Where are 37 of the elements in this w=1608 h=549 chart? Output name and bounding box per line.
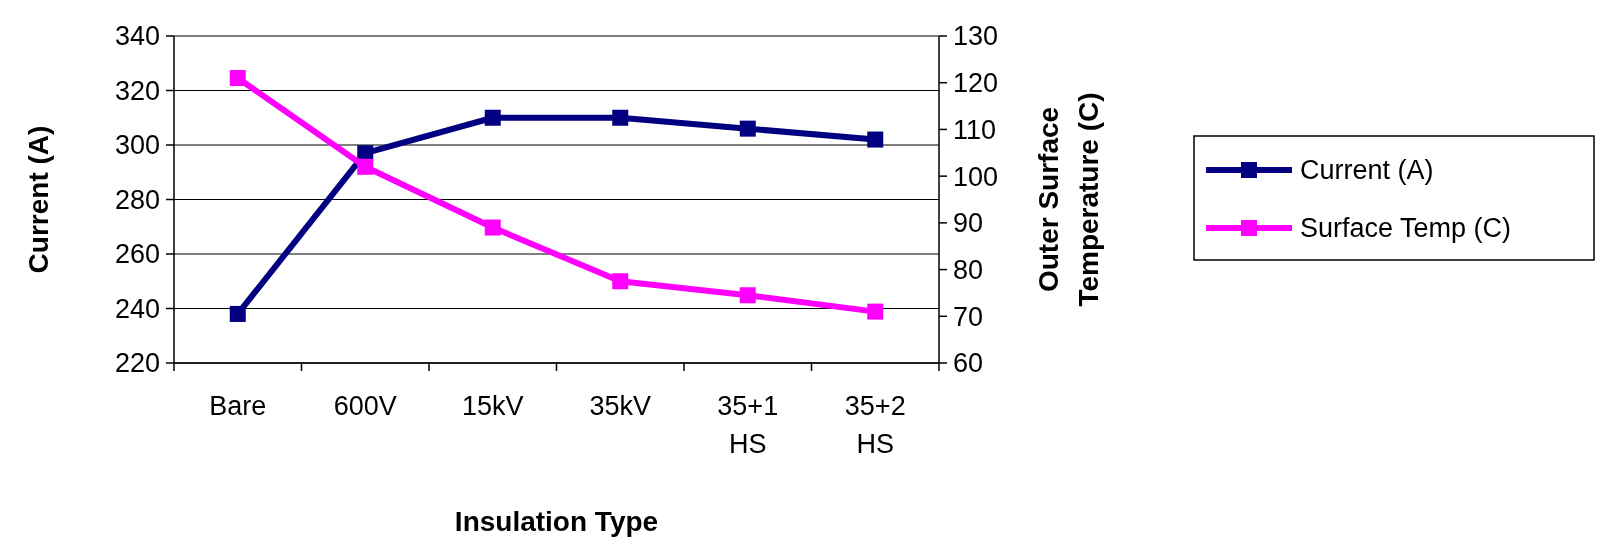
x-tick-label: Bare [209,391,267,421]
y-tick-label: 300 [114,130,160,161]
y-tick-label: 280 [114,184,160,215]
y2-tick-label: 80 [953,255,984,286]
x-tick-label: 35+2 HS [844,391,906,459]
legend-label: Current (A) [1300,155,1434,186]
y2-tick-label: 70 [953,301,984,332]
x-tick-label: 15kV [461,391,524,421]
y2-tick-label: 120 [953,68,999,99]
x-axis-title: Insulation Type [454,506,659,537]
y2-tick-label: 100 [953,161,999,192]
point [229,70,246,87]
point [867,131,884,148]
point [867,303,884,320]
point [357,158,374,175]
point [229,305,246,322]
y-tick-label: 260 [114,239,160,270]
point [612,273,629,290]
y-tick-label: 220 [114,348,160,379]
point [739,287,756,304]
y2-tick-label: 90 [953,208,984,239]
x-tick-label: 35kV [589,391,652,421]
y2-axis-title: Outer Surface Temperature (C) [1033,92,1104,307]
x-tick-label: 35+1 HS [717,391,779,459]
y2-tick-label: 130 [953,21,999,52]
point [484,109,501,126]
point [484,219,501,236]
point [739,120,756,137]
legend-label: Surface Temp (C) [1300,213,1512,244]
y-tick-label: 340 [114,21,160,52]
x-tick-label: 600V [333,391,397,421]
y2-tick-label: 60 [953,348,984,379]
y-axis-title: Current (A) [23,125,54,274]
point [612,109,629,126]
y2-tick-label: 110 [953,114,997,145]
y-tick-label: 320 [114,75,160,106]
y-tick-label: 240 [114,293,160,324]
